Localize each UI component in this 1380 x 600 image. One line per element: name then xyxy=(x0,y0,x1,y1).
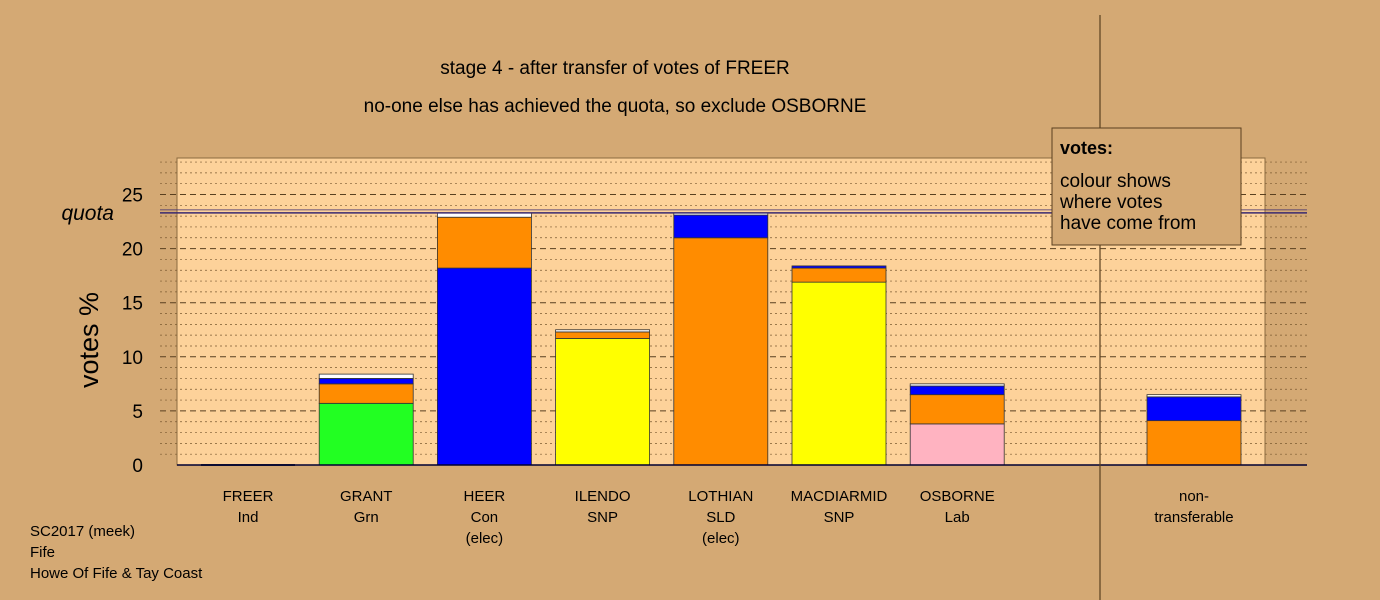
x-label-nontransferable-1: non- xyxy=(1179,488,1209,505)
legend-box xyxy=(1051,127,1242,246)
bar-osborne-segment-white xyxy=(909,383,1005,387)
y-tick-label: 0 xyxy=(132,456,143,477)
bar-osborne-segment-orange xyxy=(909,394,1005,425)
quota-label: quota xyxy=(61,202,114,225)
bar-nontransferable-segment-orange xyxy=(1146,420,1242,466)
x-label-nontransferable-2: transferable xyxy=(1154,509,1233,526)
x-label-heer-party: Con xyxy=(471,509,499,526)
bar-nontransferable-segment-white xyxy=(1146,394,1242,398)
bar-ilendo-segment-orange xyxy=(555,331,650,339)
x-label-freer-name: FREER xyxy=(223,488,274,505)
chart-title-line2: no-one else has achieved the quota, so e… xyxy=(364,96,867,117)
bar-macdiarmid-segment-orange xyxy=(791,267,887,283)
x-label-macdiarmid-name: MACDIARMID xyxy=(791,488,888,505)
legend-line-1: colour shows xyxy=(1060,171,1171,192)
x-label-macdiarmid-party: SNP xyxy=(824,509,855,526)
x-label-ilendo-name: ILENDO xyxy=(575,488,631,505)
footer-line-3: Howe Of Fife & Tay Coast xyxy=(30,565,203,582)
bar-macdiarmid-segment-blue xyxy=(791,265,887,269)
footer-line-2: Fife xyxy=(30,544,56,561)
x-label-grant-party: Grn xyxy=(354,509,379,526)
y-axis-label: votes % xyxy=(74,292,104,388)
legend-title: votes: xyxy=(1060,138,1113,158)
x-label-ilendo-party: SNP xyxy=(587,509,618,526)
bar-nontransferable-segment-blue xyxy=(1146,396,1242,422)
y-tick-label: 10 xyxy=(122,348,143,369)
x-label-heer-name: HEER xyxy=(464,488,506,505)
bar-osborne-segment-blue xyxy=(909,385,1005,396)
x-label-grant-name: GRANT xyxy=(340,488,393,505)
bar-ilendo-segment-yellow xyxy=(555,338,650,466)
bar-grant-segment-orange xyxy=(318,383,414,404)
bar-grant-segment-white xyxy=(318,373,414,379)
legend-line-2: where votes xyxy=(1059,192,1162,213)
y-tick-label: 25 xyxy=(122,186,143,207)
bar-lothian-segment-orange xyxy=(673,237,769,466)
bar-ilendo-segment-white xyxy=(555,329,650,333)
y-tick-label: 5 xyxy=(132,402,143,423)
x-label-lothian-party: SLD xyxy=(706,509,735,526)
x-label-freer-party: Ind xyxy=(238,509,259,526)
bar-osborne-segment-pink xyxy=(909,423,1005,466)
bar-heer-segment-orange xyxy=(436,216,532,269)
x-label-osborne-name: OSBORNE xyxy=(920,488,995,505)
x-label-lothian-note: (elec) xyxy=(702,530,740,547)
legend-line-3: have come from xyxy=(1060,213,1196,234)
x-label-osborne-party: Lab xyxy=(945,509,970,526)
chart-title-line1: stage 4 - after transfer of votes of FRE… xyxy=(440,58,790,79)
bar-heer-segment-blue xyxy=(436,267,532,466)
footer-line-1: SC2017 (meek) xyxy=(30,523,136,540)
bar-lothian-segment-blue xyxy=(673,214,769,239)
bar-macdiarmid-segment-yellow xyxy=(791,281,887,466)
x-label-lothian-name: LOTHIAN xyxy=(688,488,753,505)
y-tick-label: 15 xyxy=(122,294,143,315)
legend: votes: colour shows where votes have com… xyxy=(1051,127,1242,246)
bar-grant-segment-green xyxy=(318,402,414,466)
x-label-heer-note: (elec) xyxy=(466,530,504,547)
y-tick-label: 20 xyxy=(122,240,143,261)
bar-grant-segment-blue xyxy=(318,378,414,385)
